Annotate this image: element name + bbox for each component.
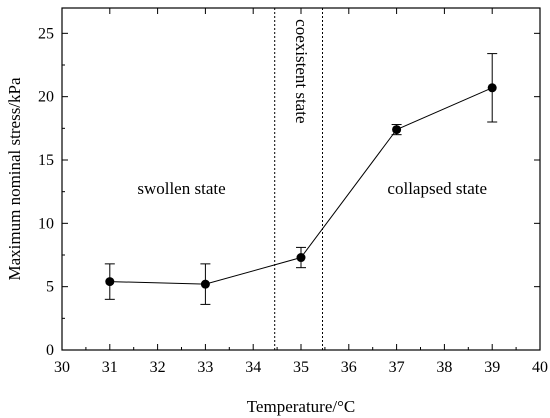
x-tick-label: 32	[150, 359, 166, 376]
y-tick-label: 25	[38, 25, 54, 42]
x-tick-label: 33	[197, 359, 213, 376]
x-tick-label: 30	[54, 359, 70, 376]
plot-area: 30 31 32 33 34 35 36 37 38 39 40 0 5 10 15 20 25 swollen …	[38, 7, 548, 376]
data-point	[296, 253, 306, 263]
x-tick-label: 38	[436, 359, 452, 376]
data-point	[200, 279, 210, 289]
x-tick-label: 34	[245, 359, 261, 376]
data-point	[392, 125, 402, 135]
y-tick-label: 0	[46, 342, 54, 359]
y-tick-label: 15	[38, 152, 54, 169]
x-tick-label: 35	[293, 359, 309, 376]
y-tick-label: 10	[38, 215, 54, 232]
x-axis-title: Temperature/°C	[247, 397, 356, 416]
y-tick-label: 20	[38, 89, 54, 106]
y-tick-label: 5	[46, 279, 54, 296]
x-tick-label: 37	[389, 359, 405, 376]
x-tick-label: 40	[532, 359, 548, 376]
x-tick-label: 36	[341, 359, 357, 376]
region-label: coexistent state	[292, 19, 311, 123]
y-axis-title: Maximum nominal stress/kPa	[5, 77, 24, 281]
data-point	[105, 277, 115, 287]
x-tick-label: 39	[484, 359, 500, 376]
region-label: swollen state	[137, 179, 225, 198]
data-point	[487, 83, 497, 93]
x-tick-label: 31	[102, 359, 118, 376]
region-label: collapsed state	[387, 179, 487, 198]
